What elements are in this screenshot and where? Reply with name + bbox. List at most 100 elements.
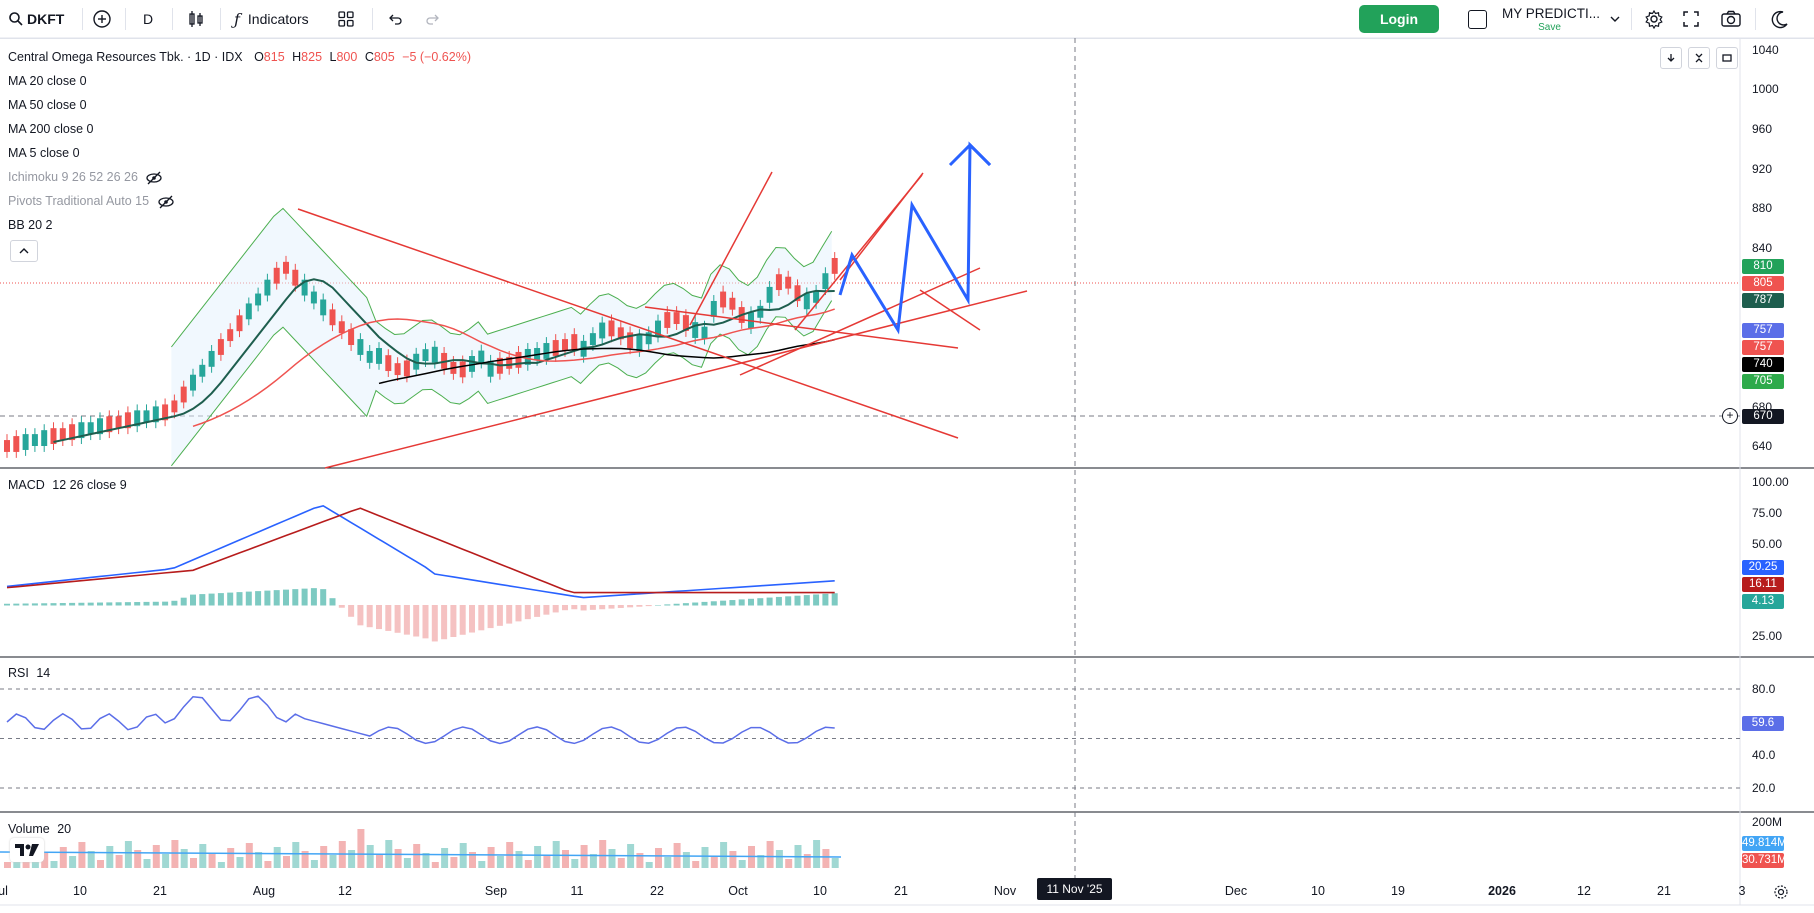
function-icon: ƒ	[234, 9, 240, 29]
candles-icon	[189, 11, 203, 27]
volume-bar	[190, 858, 197, 868]
volume-bar	[152, 845, 160, 868]
redo-button[interactable]	[424, 0, 442, 38]
volume-bar	[422, 853, 430, 868]
layout-menu-button[interactable]	[1609, 0, 1621, 38]
candle-body	[255, 293, 262, 306]
candle-body	[487, 360, 494, 377]
volume-bar	[59, 847, 67, 868]
indicator-pivots-label: Pivots Traditional Auto 15	[8, 194, 150, 208]
macd-axis-label: 50.00	[1752, 537, 1783, 551]
chart-type-button[interactable]	[186, 0, 206, 38]
macd-tag: 20.25	[1742, 560, 1784, 575]
collapse-pane-button[interactable]	[1688, 47, 1710, 69]
interval-button[interactable]: D	[143, 0, 153, 38]
layout-name-button[interactable]: MY PREDICTI... Save	[1502, 6, 1602, 34]
rsi-legend[interactable]: RSI 14	[8, 666, 50, 680]
volume-bar	[227, 848, 235, 868]
fullscreen-button[interactable]	[1682, 0, 1700, 38]
time-axis-label: 19	[1391, 884, 1405, 898]
add-alert-icon[interactable]: +	[1722, 408, 1738, 424]
symbol-search[interactable]: DKFT	[8, 0, 64, 38]
macd-histogram-bar	[255, 591, 262, 606]
macd-histogram-bar	[543, 605, 550, 615]
volume-bar	[22, 857, 30, 868]
macd-histogram-bar	[208, 593, 215, 606]
macd-histogram-bar	[273, 590, 280, 606]
macd-histogram-bar	[692, 602, 699, 606]
indicator-ma5[interactable]: MA 5 close 0	[8, 146, 80, 160]
maximize-pane-button[interactable]	[1716, 47, 1738, 69]
macd-histogram-bar	[180, 597, 187, 606]
eye-off-icon[interactable]	[145, 171, 163, 185]
gear-icon	[1774, 885, 1788, 899]
candle-body	[422, 349, 429, 362]
tradingview-logo[interactable]	[10, 838, 44, 862]
eye-off-icon[interactable]	[157, 195, 175, 209]
time-axis-label: 21	[1657, 884, 1671, 898]
volume-bar	[217, 862, 225, 868]
indicator-ma200[interactable]: MA 200 close 0	[8, 122, 94, 136]
candle-body	[134, 410, 141, 427]
candle-body	[199, 364, 206, 377]
macd-axis-label: 100.00	[1752, 475, 1789, 489]
volume-bar	[320, 846, 328, 868]
volume-bar	[636, 853, 644, 868]
theme-toggle-button[interactable]	[1770, 0, 1790, 38]
candle-body	[41, 430, 48, 446]
rsi-axis-label: 20.0	[1752, 781, 1776, 795]
volume-bar	[180, 849, 188, 868]
trend-line	[297, 208, 959, 439]
volume-bar	[496, 856, 504, 868]
indicator-bb[interactable]: BB 20 2	[8, 218, 53, 232]
trend-line	[644, 306, 959, 349]
snapshot-button[interactable]	[1720, 0, 1742, 38]
trend-line	[919, 289, 981, 331]
axis-settings-button[interactable]	[1772, 883, 1790, 901]
templates-button[interactable]	[337, 0, 355, 38]
volume-bar	[487, 847, 495, 868]
volume-bar	[803, 854, 811, 868]
macd-params: 12 26 close 9	[52, 478, 127, 492]
compare-button[interactable]	[92, 0, 112, 38]
indicator-pivots[interactable]: Pivots Traditional Auto 15	[8, 194, 175, 209]
indicators-button[interactable]: ƒ Indicators	[234, 0, 309, 38]
macd-histogram-bar	[534, 605, 541, 617]
settings-button[interactable]	[1644, 0, 1664, 38]
volume-bar	[283, 856, 290, 868]
volume-bar	[450, 857, 458, 868]
candle-body	[50, 428, 57, 445]
candle-body	[320, 299, 327, 316]
macd-legend[interactable]: MACD 12 26 close 9	[8, 478, 127, 492]
prediction-path	[838, 141, 992, 335]
volume-legend[interactable]: Volume 20	[8, 822, 71, 836]
macd-histogram-bar	[366, 605, 373, 628]
arrow-down-icon	[1667, 54, 1675, 62]
macd-histogram-bar	[413, 605, 420, 637]
macd-histogram-bar	[636, 605, 643, 607]
candle-body	[22, 434, 29, 450]
undo-button[interactable]	[386, 0, 404, 38]
candle-body	[227, 329, 234, 342]
move-pane-down-button[interactable]	[1660, 47, 1682, 69]
bollinger-fill	[171, 208, 832, 466]
volume-bar	[50, 861, 58, 868]
candle-body	[97, 418, 103, 435]
candle-body	[208, 350, 215, 367]
volume-bar	[701, 847, 709, 868]
macd-histogram-bar	[469, 605, 475, 633]
indicator-ma50[interactable]: MA 50 close 0	[8, 98, 87, 112]
candle-body	[459, 361, 466, 378]
indicator-ma20[interactable]: MA 20 close 0	[8, 74, 87, 88]
layout-checkbox[interactable]	[1468, 0, 1487, 38]
time-axis-label: 21	[894, 884, 908, 898]
indicator-ichimoku[interactable]: Ichimoku 9 26 52 26 26	[8, 170, 163, 185]
ohlc-high: H825	[292, 50, 323, 64]
macd-histogram-bar	[710, 601, 717, 606]
volume-bar	[515, 851, 523, 868]
collapse-legend-button[interactable]	[10, 240, 38, 262]
login-button[interactable]: Login	[1359, 5, 1439, 33]
macd-histogram-bar	[199, 594, 206, 606]
time-axis-label: Dec	[1224, 884, 1248, 898]
